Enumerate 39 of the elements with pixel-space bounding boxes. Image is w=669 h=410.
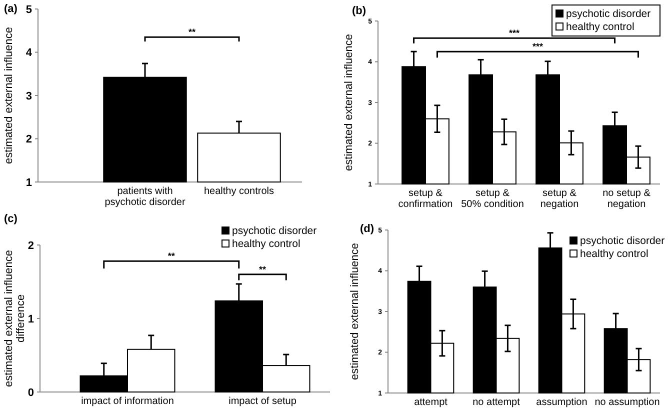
y-tick-label: 3 bbox=[26, 90, 32, 102]
x-tick-label: setup & negation bbox=[540, 188, 579, 210]
y-axis-title: estimated external influence difference bbox=[3, 250, 28, 387]
chart-title: (b) bbox=[352, 5, 366, 17]
annotation: ** bbox=[168, 251, 176, 262]
x-tick-label: attempt bbox=[414, 397, 448, 408]
y-tick-label: 2 bbox=[26, 134, 32, 146]
legend-label: healthy control bbox=[232, 238, 300, 250]
chart-title: (c) bbox=[4, 213, 18, 225]
x-tick-label: setup & 50% condition bbox=[461, 188, 524, 210]
legend-label: healthy control bbox=[566, 21, 634, 33]
chart-title: (a) bbox=[4, 3, 18, 15]
x-tick-label: setup & confirmation bbox=[398, 188, 453, 210]
legend-label: psychotic disorder bbox=[232, 225, 318, 237]
y-axis-title: estimated external influence bbox=[343, 34, 355, 171]
y-tick-label: 1 bbox=[28, 313, 34, 326]
legend-label: psychotic disorder bbox=[580, 235, 666, 247]
y-tick-label: 5 bbox=[26, 4, 32, 16]
x-tick-label: impact of setup bbox=[228, 396, 297, 407]
annotation: *** bbox=[509, 28, 520, 38]
x-tick-label: impact of information bbox=[81, 396, 174, 407]
annotation: ** bbox=[188, 27, 196, 38]
legend-label: healthy control bbox=[580, 248, 648, 260]
y-axis-title: estimated external influence bbox=[349, 243, 361, 380]
x-tick-label: no setup & negation bbox=[602, 188, 651, 210]
x-tick-label: no assumption bbox=[594, 397, 660, 408]
x-tick-label: assumption bbox=[536, 397, 588, 408]
chart-title: (d) bbox=[360, 223, 374, 235]
annotation: *** bbox=[532, 42, 544, 52]
legend-label: psychotic disorder bbox=[566, 8, 652, 20]
y-tick-label: 4 bbox=[26, 47, 33, 60]
y-tick-label: 1 bbox=[26, 176, 32, 189]
y-tick-label: 2 bbox=[28, 240, 34, 252]
annotation: ** bbox=[258, 264, 266, 274]
y-axis-title: estimated external influence bbox=[3, 27, 15, 164]
x-tick-label: healthy controls bbox=[204, 186, 274, 197]
y-tick-label: 0 bbox=[28, 386, 34, 399]
x-tick-label: no attempt bbox=[472, 397, 520, 408]
x-tick-label: patients with psychotic disorder bbox=[104, 186, 186, 208]
